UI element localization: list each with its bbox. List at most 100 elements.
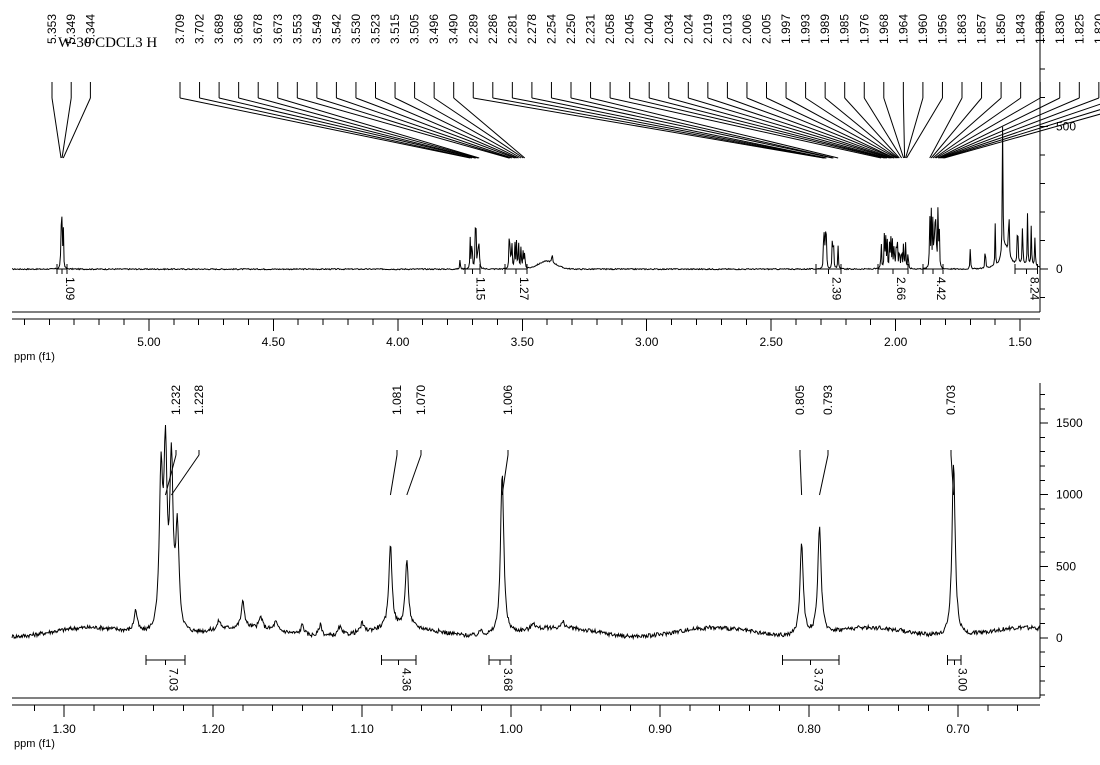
peak-label: 1.976	[857, 14, 871, 44]
peak-leader	[649, 97, 886, 159]
peak-label: 3.553	[290, 14, 304, 44]
y-tick-label: 0	[1056, 262, 1063, 276]
peak-label: 3.686	[232, 14, 246, 44]
peak-label: 2.289	[466, 14, 480, 44]
peak-label: 3.549	[310, 14, 324, 44]
x-axis-label: ppm (f1)	[14, 351, 55, 363]
peak-leader	[819, 454, 829, 496]
peak-label: 2.250	[564, 14, 578, 44]
integral-value: 1.15	[473, 277, 487, 301]
x-tick-label: 3.50	[511, 335, 535, 349]
spectrum-trace	[11, 424, 1041, 641]
peak-leader	[609, 97, 882, 159]
peak-label: 3.702	[193, 14, 207, 44]
peak-label: 3.505	[408, 14, 422, 44]
peak-label: 1.081	[390, 385, 404, 415]
peak-label: 1.830	[1053, 14, 1067, 44]
peak-label: 5.344	[83, 14, 97, 44]
peak-label: 2.013	[720, 14, 734, 44]
x-axis-label: ppm (f1)	[14, 738, 55, 750]
peak-label: 2.005	[760, 14, 774, 44]
peak-leader	[238, 97, 477, 159]
peak-label: 1.838	[1033, 14, 1047, 44]
peak-label: 5.349	[64, 14, 78, 44]
peak-leader	[941, 103, 1100, 159]
x-tick-label: 0.90	[648, 722, 672, 736]
peak-label: 1.070	[414, 385, 428, 415]
peak-label: 2.045	[623, 14, 637, 44]
peak-leader	[258, 97, 479, 159]
x-tick-label: 1.00	[499, 722, 523, 736]
integral-value: 2.39	[829, 277, 843, 301]
x-tick-label: 4.00	[386, 335, 410, 349]
peak-label: 1.850	[994, 14, 1008, 44]
peak-leader	[799, 454, 803, 496]
peak-leader	[297, 97, 510, 159]
x-tick-label: 0.80	[797, 722, 821, 736]
peak-leader	[164, 454, 177, 496]
peak-leader	[938, 97, 1080, 159]
integral-value: 7.03	[166, 668, 180, 692]
peak-leader	[590, 97, 839, 159]
peak-leader	[906, 97, 943, 159]
peak-leader	[336, 97, 512, 159]
integral-value: 3.73	[812, 668, 826, 692]
integral-value: 8.24	[1027, 277, 1041, 301]
peak-label: 3.542	[329, 14, 343, 44]
x-tick-label: 1.50	[1008, 335, 1032, 349]
peak-leader	[512, 97, 826, 159]
peak-label: 2.034	[662, 14, 676, 44]
peak-leader	[944, 113, 1100, 159]
integral-value: 2.66	[894, 277, 908, 301]
peak-label: 3.530	[349, 14, 363, 44]
peak-label: 1.857	[975, 14, 989, 44]
peak-label: 1.985	[838, 14, 852, 44]
peak-leader	[942, 109, 1100, 159]
peak-leader	[531, 97, 827, 159]
peak-leader	[629, 97, 885, 159]
peak-leader	[937, 97, 1060, 159]
peak-label: 3.515	[388, 14, 402, 44]
peak-label: 2.006	[740, 14, 754, 44]
peak-label: 1.964	[896, 14, 910, 44]
peak-label: 1.232	[169, 385, 183, 415]
spectrum-title: W-30 CDCL3 H	[58, 35, 157, 51]
x-tick-label: 1.10	[350, 722, 374, 736]
x-tick-label: 5.00	[137, 335, 161, 349]
integral-value: 1.09	[63, 277, 77, 301]
peak-label: 0.805	[793, 385, 807, 415]
peak-leader	[473, 97, 824, 159]
peak-leader	[905, 97, 924, 159]
x-tick-label: 2.00	[884, 335, 908, 349]
peak-label: 2.019	[701, 14, 715, 44]
peak-leader	[414, 97, 522, 159]
integral-value: 4.36	[400, 668, 414, 692]
x-tick-label: 1.20	[201, 722, 225, 736]
peak-leader	[355, 97, 515, 159]
peak-leader	[277, 97, 480, 159]
peak-leader	[199, 97, 473, 159]
peak-label: 1.956	[935, 14, 949, 44]
peak-leader	[932, 97, 1002, 159]
peak-label: 5.353	[45, 14, 59, 44]
peak-label: 1.006	[501, 385, 515, 415]
peak-label: 1.228	[192, 385, 206, 415]
peak-label: 2.254	[544, 14, 558, 44]
peak-leader	[179, 97, 471, 159]
peak-label: 2.231	[584, 14, 598, 44]
peak-leader	[824, 97, 899, 159]
peak-label: 1.960	[916, 14, 930, 44]
integral-value: 3.00	[955, 668, 969, 692]
peak-leader	[935, 97, 1041, 159]
peak-leader	[934, 97, 1021, 159]
spectrum-panel-top: 0 500 5.00 4.50 4.00 3.50 3.00 2.50 2.00 1.50 ppm …	[12, 11, 1100, 363]
peak-leader	[707, 97, 892, 159]
peak-label: 2.040	[642, 14, 656, 44]
peak-leader	[501, 454, 509, 496]
spectrum-trace	[12, 126, 1041, 271]
peak-leader	[805, 97, 898, 159]
spectrum-panel-bottom: 0 500 1000 1500 1.30 1.20 1.10 1.00 0.90 0.80 0.70…	[11, 383, 1083, 750]
peak-leader	[863, 97, 903, 159]
peak-leader	[61, 97, 72, 159]
peak-label: 1.820	[1092, 14, 1100, 44]
